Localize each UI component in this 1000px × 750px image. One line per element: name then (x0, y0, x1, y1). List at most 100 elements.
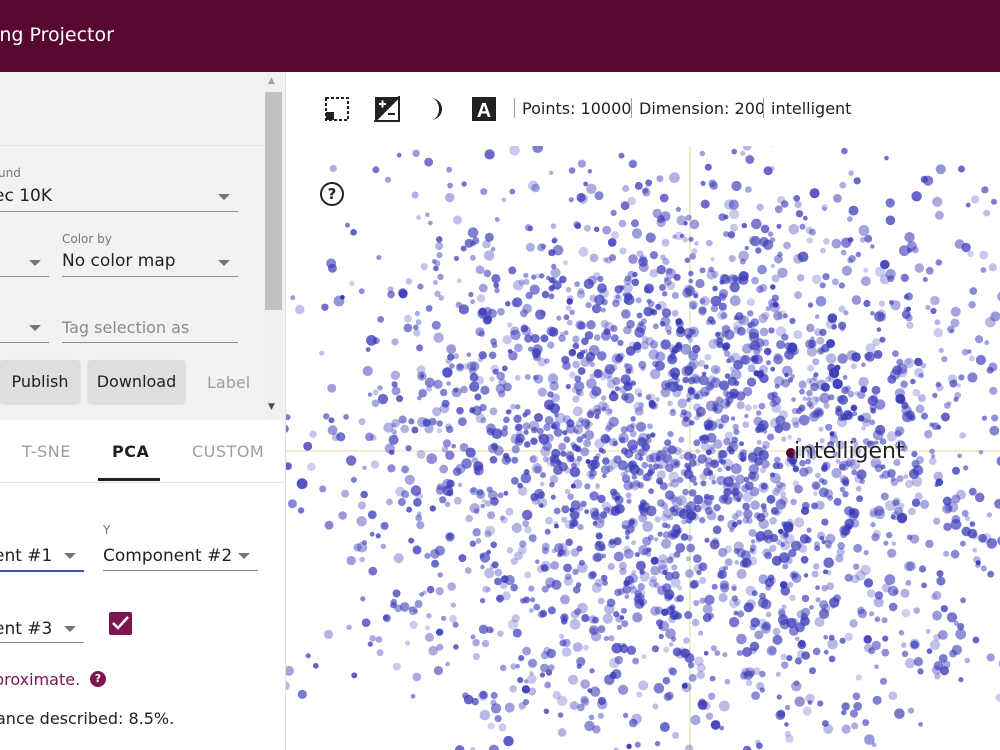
embedding-point[interactable] (753, 370, 760, 377)
embedding-point[interactable] (472, 639, 480, 647)
embedding-point[interactable] (750, 340, 760, 351)
embedding-point[interactable] (546, 648, 556, 659)
embedding-point[interactable] (728, 448, 735, 455)
embedding-point[interactable] (610, 231, 619, 240)
embedding-point[interactable] (528, 346, 534, 352)
embedding-point[interactable] (537, 387, 547, 397)
embedding-point[interactable] (568, 167, 576, 174)
embedding-point[interactable] (562, 615, 567, 620)
embedding-point[interactable] (523, 596, 530, 604)
highlighted-point[interactable] (786, 448, 796, 458)
embedding-point[interactable] (548, 664, 555, 671)
embedding-point[interactable] (561, 355, 570, 364)
embedding-point[interactable] (534, 413, 543, 422)
embedding-point[interactable] (774, 376, 785, 387)
embedding-point[interactable] (813, 563, 820, 570)
embedding-point[interactable] (828, 634, 835, 641)
embedding-point[interactable] (969, 287, 978, 295)
embedding-point[interactable] (572, 406, 583, 417)
embedding-point[interactable] (671, 292, 679, 299)
embedding-point[interactable] (547, 391, 554, 398)
embedding-point[interactable] (782, 563, 789, 570)
embedding-point[interactable] (967, 372, 978, 383)
embedding-point[interactable] (441, 399, 450, 408)
embedding-point[interactable] (791, 407, 798, 415)
embedding-point[interactable] (672, 614, 677, 619)
embedding-point[interactable] (544, 528, 551, 535)
embedding-point[interactable] (905, 561, 916, 572)
embedding-point[interactable] (717, 310, 727, 320)
embedding-point[interactable] (758, 313, 768, 324)
embedding-point[interactable] (548, 664, 555, 671)
embedding-point[interactable] (524, 441, 531, 448)
embedding-point[interactable] (515, 664, 520, 669)
embedding-point[interactable] (590, 510, 601, 521)
embedding-point[interactable] (527, 225, 534, 232)
embedding-point[interactable] (486, 486, 493, 493)
embedding-point[interactable] (633, 342, 642, 351)
embedding-point[interactable] (580, 447, 590, 457)
embedding-point[interactable] (489, 627, 495, 634)
selection-box-icon[interactable] (324, 96, 350, 122)
embedding-point[interactable] (682, 488, 689, 496)
embedding-point[interactable] (904, 232, 915, 243)
embedding-point[interactable] (729, 527, 735, 533)
embedding-point[interactable] (828, 394, 835, 401)
embedding-point[interactable] (463, 694, 474, 705)
embedding-point[interactable] (781, 436, 787, 442)
embedding-point[interactable] (597, 351, 607, 361)
embedding-point[interactable] (748, 321, 756, 329)
embedding-point[interactable] (780, 653, 787, 661)
embedding-point[interactable] (797, 251, 809, 263)
embedding-point[interactable] (574, 381, 585, 392)
embedding-point[interactable] (539, 273, 545, 279)
embedding-point[interactable] (718, 213, 727, 221)
embedding-point[interactable] (762, 440, 770, 449)
embedding-point[interactable] (751, 276, 759, 285)
embedding-point[interactable] (547, 373, 559, 384)
embedding-point[interactable] (672, 731, 680, 739)
embedding-point[interactable] (619, 436, 626, 443)
embedding-point[interactable] (644, 186, 649, 192)
embedding-point[interactable] (451, 387, 462, 398)
embedding-point[interactable] (669, 409, 677, 417)
embedding-point[interactable] (367, 510, 377, 520)
embedding-point[interactable] (648, 488, 654, 495)
embedding-point[interactable] (412, 545, 422, 555)
embedding-point[interactable] (631, 228, 643, 239)
chevron-down-icon[interactable] (64, 553, 76, 559)
embedding-point[interactable] (863, 550, 869, 556)
embedding-point[interactable] (994, 498, 1000, 509)
embedding-point[interactable] (840, 249, 847, 256)
embedding-point[interactable] (461, 181, 467, 187)
embedding-point[interactable] (517, 486, 528, 496)
embedding-point[interactable] (738, 271, 749, 282)
embedding-point[interactable] (358, 418, 366, 426)
embedding-point[interactable] (652, 463, 660, 470)
embedding-point[interactable] (686, 397, 691, 403)
embedding-point[interactable] (638, 262, 649, 273)
embedding-point[interactable] (922, 277, 928, 282)
embedding-point[interactable] (474, 469, 481, 475)
embedding-point[interactable] (867, 395, 878, 406)
embedding-point[interactable] (650, 556, 659, 565)
embedding-point[interactable] (492, 368, 499, 375)
embedding-point[interactable] (489, 456, 498, 464)
embedding-point[interactable] (891, 541, 897, 546)
embedding-point[interactable] (930, 454, 936, 459)
embedding-point[interactable] (665, 463, 674, 473)
embedding-point[interactable] (733, 490, 743, 501)
embedding-point[interactable] (528, 687, 537, 696)
embedding-point[interactable] (580, 357, 591, 367)
embedding-point[interactable] (549, 381, 559, 391)
embedding-point[interactable] (791, 416, 800, 426)
embedding-point[interactable] (852, 692, 861, 701)
embedding-point[interactable] (683, 416, 689, 422)
embedding-point[interactable] (620, 374, 631, 385)
embedding-point[interactable] (638, 680, 649, 691)
embedding-point[interactable] (841, 147, 848, 155)
embedding-point[interactable] (863, 299, 871, 308)
embedding-point[interactable] (771, 294, 779, 302)
embedding-point[interactable] (514, 551, 523, 561)
embedding-point[interactable] (986, 538, 998, 549)
